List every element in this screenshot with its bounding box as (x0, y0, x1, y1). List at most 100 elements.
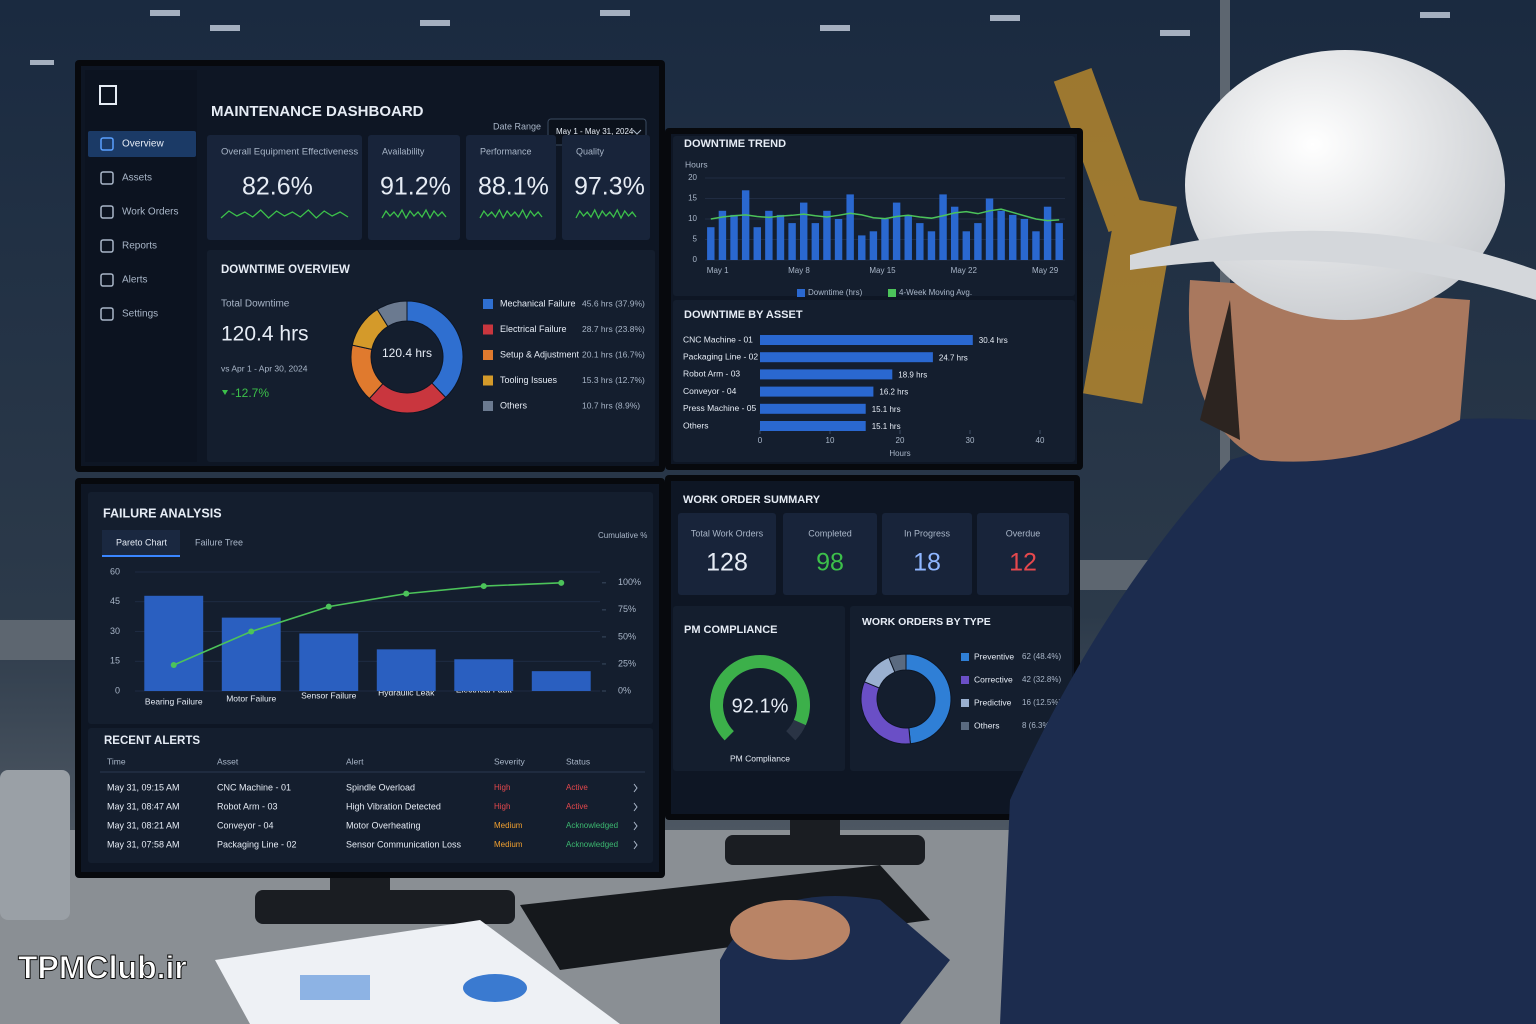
legend-swatch (483, 401, 493, 411)
tab[interactable]: Pareto Chart (116, 537, 168, 547)
dashboard: Overview Assets Work Orders Reports Alerts Se… (75, 60, 1083, 878)
pie-slice (905, 653, 952, 745)
sidebar (85, 70, 197, 462)
row-chevron[interactable] (633, 783, 638, 793)
column-header: Severity (494, 756, 525, 766)
legend-swatch (797, 289, 805, 297)
value-label: 15.1 hrs (872, 405, 901, 414)
table-cell: Conveyor - 04 (217, 820, 274, 830)
value-label: 30.4 hrs (979, 336, 1008, 345)
gauge-fill (710, 655, 810, 741)
tile-label: Completed (808, 528, 852, 538)
factory-lights (30, 10, 1450, 65)
line (173, 582, 562, 666)
y-tick-label: 15 (110, 656, 120, 666)
report-paper (215, 920, 620, 1024)
row-chevron[interactable] (633, 821, 638, 831)
table-cell: Packaging Line - 02 (217, 839, 297, 849)
bar (881, 219, 889, 260)
nav-item[interactable]: Settings (122, 309, 158, 320)
x-tick-label: May 8 (788, 266, 810, 275)
legend-swatch (961, 653, 969, 661)
bar (760, 421, 866, 431)
x-tick-label: May 15 (869, 266, 896, 275)
legend-swatch (961, 676, 969, 684)
gauge-label: PM Compliance (730, 753, 790, 763)
legend-label: Tooling Issues (500, 375, 558, 385)
y-tick-label: Press Machine - 05 (683, 403, 756, 413)
row-chevron[interactable] (633, 802, 638, 812)
nav-icon (100, 171, 114, 185)
axis-label: Hours (685, 159, 708, 169)
column-header: Alert (346, 756, 364, 766)
value-label: 24.7 hrs (939, 353, 968, 362)
bar (741, 190, 750, 260)
nav-item[interactable]: Reports (122, 241, 157, 252)
table-cell: Sensor Communication Loss (346, 839, 462, 849)
y2-tick-label: 100% (618, 577, 641, 587)
nav-icon (100, 205, 114, 219)
nav-item[interactable]: Overview (122, 139, 164, 150)
x-tick-label: 10 (826, 436, 835, 445)
value-label: 15.1 hrs (872, 422, 901, 431)
table-cell: High (494, 802, 510, 811)
bar (718, 210, 727, 260)
tile-value: 18 (913, 549, 941, 577)
y-tick-label: 20 (688, 173, 697, 182)
nav-item[interactable]: Alerts (122, 275, 148, 286)
table-cell: Acknowledged (566, 840, 618, 849)
table-cell: CNC Machine - 01 (217, 782, 291, 792)
kpi-tile (977, 513, 1069, 595)
bar (950, 206, 959, 260)
tile-value: 98 (816, 549, 844, 577)
nav-item[interactable]: Work Orders (122, 207, 179, 218)
panel-title: DOWNTIME TREND (684, 138, 786, 150)
line-point (248, 628, 255, 635)
x-tick-label: May 22 (951, 266, 978, 275)
table-cell: Motor Overheating (346, 820, 421, 830)
y-tick-label: 15 (688, 194, 697, 203)
column-header: Asset (217, 756, 239, 766)
x-tick-label: 20 (896, 436, 905, 445)
kpi-tile (678, 513, 776, 595)
table-cell: Acknowledged (566, 821, 618, 830)
panel-title: WORK ORDER SUMMARY (683, 494, 821, 506)
bar (760, 369, 893, 380)
value-label: 20.1 hrs (16.7%) (582, 349, 645, 359)
kpi-sparkline (479, 208, 543, 220)
kpi-value: 82.6% (242, 173, 313, 201)
value-label: 16 (12.5%) (1022, 698, 1061, 707)
bar (823, 210, 831, 260)
x-tick-label: May 1 (707, 266, 729, 275)
legend-label: Others (974, 720, 1000, 730)
legend-swatch (961, 722, 969, 730)
tile-label: Total Work Orders (691, 528, 764, 538)
y2-tick-label: 50% (618, 631, 636, 641)
dropdown-caret (632, 129, 642, 135)
line-point (170, 662, 177, 669)
line-point (480, 583, 487, 590)
table-cell: High (494, 783, 510, 792)
tab-active[interactable] (102, 530, 180, 556)
legend-swatch (961, 699, 969, 707)
tab[interactable]: Failure Tree (195, 537, 243, 547)
y-tick-label: 10 (688, 214, 697, 223)
value-label: 18.9 hrs (898, 371, 927, 380)
table-cell: High Vibration Detected (346, 801, 441, 811)
y-tick-label: Robot Arm - 03 (683, 369, 740, 379)
bar (299, 633, 359, 691)
bar (799, 202, 808, 260)
row-chevron[interactable] (633, 840, 638, 850)
legend-label: Preventive (974, 651, 1014, 661)
tile-label: Overdue (1006, 528, 1041, 538)
y-tick-label: 60 (110, 566, 120, 576)
x-tick-label: Sensor Failure (301, 690, 357, 700)
table-cell: Medium (494, 840, 523, 849)
bar (760, 352, 933, 363)
keyboard (520, 865, 930, 970)
legend-label: Others (500, 400, 528, 410)
nav-item[interactable]: Assets (122, 173, 152, 184)
panel (88, 728, 653, 863)
pie-slice (888, 653, 907, 673)
table-cell: Medium (494, 821, 523, 830)
